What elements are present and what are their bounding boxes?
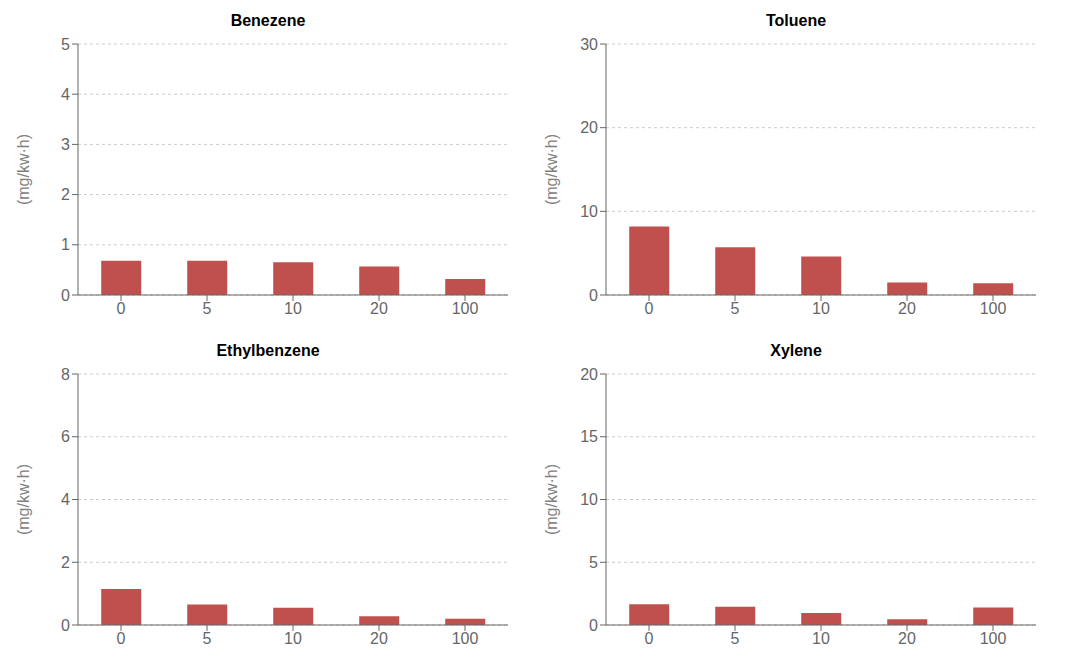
svg-text:5: 5	[589, 554, 598, 571]
svg-text:10: 10	[812, 300, 830, 317]
svg-text:4: 4	[61, 86, 70, 103]
svg-text:6: 6	[61, 428, 70, 445]
svg-text:0: 0	[589, 287, 598, 304]
svg-text:(mg/kw·h): (mg/kw·h)	[15, 134, 32, 205]
html-text:Ethylbenzene: Ethylbenzene	[216, 342, 320, 359]
svg-text:5: 5	[731, 300, 740, 317]
svg-text:1: 1	[61, 236, 70, 253]
svg-text:20: 20	[898, 630, 916, 647]
svg-text:20: 20	[580, 119, 598, 136]
svg-text:0: 0	[589, 617, 598, 634]
svg-text:10: 10	[812, 630, 830, 647]
svg-text:100: 100	[452, 630, 479, 647]
svg-text:0: 0	[61, 617, 70, 634]
svg-text:8: 8	[61, 366, 70, 383]
svg-text:100: 100	[980, 630, 1007, 647]
svg-text:15: 15	[580, 428, 598, 445]
svg-text:5: 5	[203, 630, 212, 647]
svg-text:20: 20	[370, 300, 388, 317]
svg-text:4: 4	[61, 491, 70, 508]
svg-text:10: 10	[580, 491, 598, 508]
html-text:Toluene: Toluene	[765, 12, 827, 29]
html-text:Benezene: Benezene	[230, 12, 306, 29]
svg-text:10: 10	[284, 300, 302, 317]
svg-text:30: 30	[580, 36, 598, 53]
svg-text:0: 0	[645, 630, 654, 647]
svg-text:(mg/kw·h): (mg/kw·h)	[543, 464, 560, 535]
svg-text:5: 5	[203, 300, 212, 317]
svg-text:5: 5	[731, 630, 740, 647]
svg-text:2: 2	[61, 554, 70, 571]
html-text:Xylene: Xylene	[770, 342, 822, 359]
svg-text:100: 100	[452, 300, 479, 317]
svg-text:10: 10	[580, 203, 598, 220]
svg-text:100: 100	[980, 300, 1007, 317]
svg-text:20: 20	[370, 630, 388, 647]
svg-text:3: 3	[61, 136, 70, 153]
svg-text:(mg/kw·h): (mg/kw·h)	[15, 464, 32, 535]
svg-text:0: 0	[117, 630, 126, 647]
svg-text:0: 0	[645, 300, 654, 317]
svg-text:2: 2	[61, 186, 70, 203]
svg-text:5: 5	[61, 36, 70, 53]
svg-text:10: 10	[284, 630, 302, 647]
svg-text:20: 20	[898, 300, 916, 317]
svg-text:0: 0	[61, 287, 70, 304]
svg-text:(mg/kw·h): (mg/kw·h)	[543, 134, 560, 205]
svg-text:0: 0	[117, 300, 126, 317]
svg-text:20: 20	[580, 366, 598, 383]
